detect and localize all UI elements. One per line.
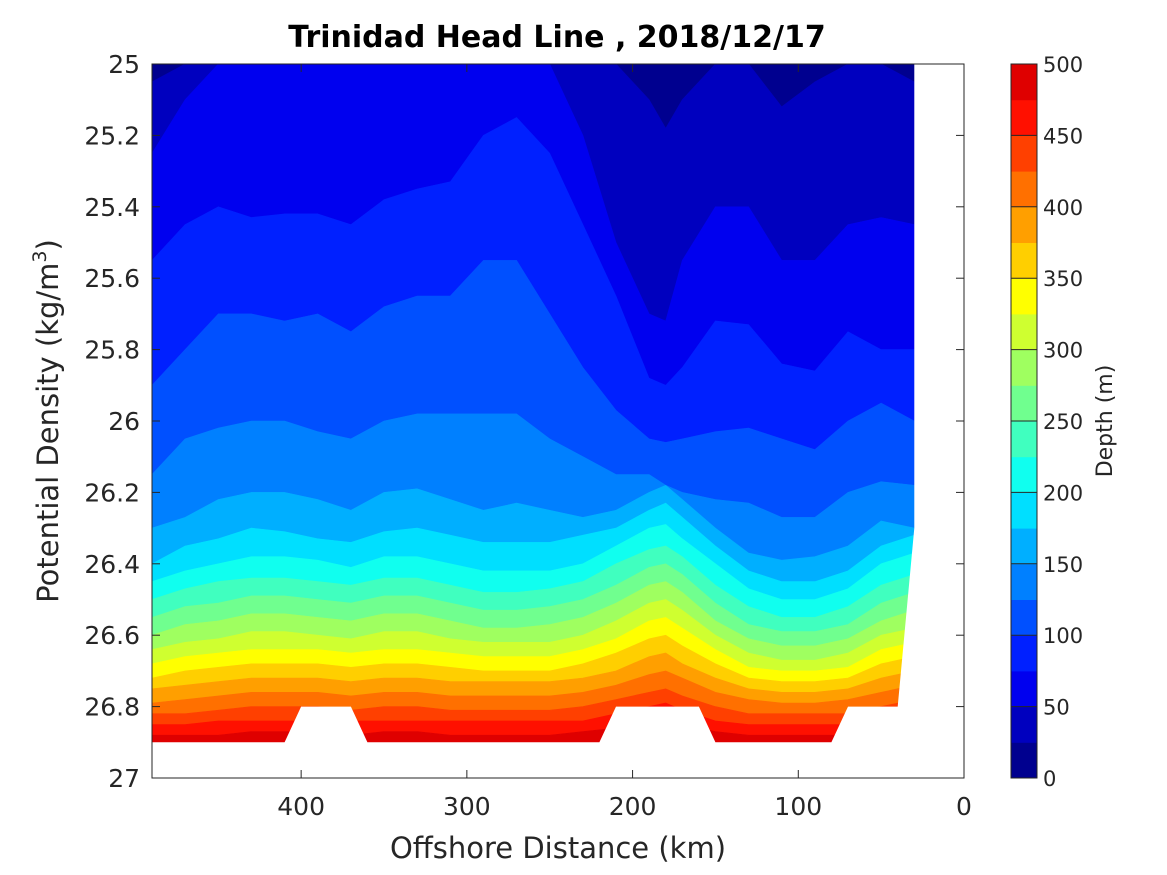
colorbar-tick-label: 450 [1043,124,1083,148]
x-tick-label: 400 [277,792,325,821]
colorbar-tick-label: 200 [1043,481,1083,505]
colorbar-swatch-11 [1011,349,1037,386]
y-tick-label: 25.4 [84,193,140,222]
colorbar-ticks: 0 50 100 150 200 250 300 350 400 450 500 [1011,53,1083,791]
y-tick-label: 26.4 [84,550,140,579]
y-tick-label: 25.6 [84,264,140,293]
colorbar-tick-label: 100 [1043,624,1083,648]
colorbar-swatch-6 [1011,528,1037,565]
plot-area [152,64,964,778]
colorbar-swatch-1 [1011,706,1037,743]
y-axis-label: Potential Density (kg/m3) [29,239,65,603]
colorbar-swatch-10 [1011,385,1037,422]
colorbar-swatch-2 [1011,670,1037,708]
colorbar-swatch-16 [1011,171,1037,208]
chart-title: Trinidad Head Line , 2018/12/17 [288,20,825,55]
colorbar-swatch-0 [1011,742,1037,779]
colorbar-tick-label: 350 [1043,267,1083,291]
y-tick-label: 27 [108,764,140,793]
colorbar-tick-label: 150 [1043,553,1083,577]
colorbar-swatch-13 [1011,278,1037,315]
y-tick-label: 26.8 [84,693,140,722]
colorbar-tick-label: 500 [1043,53,1083,77]
x-axis: 400 300 200 100 0 [277,64,972,821]
colorbar-swatch-9 [1011,421,1037,458]
x-tick-label: 0 [956,792,972,821]
colorbar-swatch-19 [1011,64,1037,101]
colorbar-tick-label: 50 [1043,696,1070,720]
colorbar [1011,64,1037,779]
depth-contour-bands [152,64,932,778]
colorbar-tick-label: 0 [1043,767,1056,791]
x-tick-label: 100 [774,792,822,821]
colorbar-swatch-12 [1011,313,1037,351]
colorbar-tick-label: 250 [1043,410,1083,434]
no-data-mask [152,64,964,778]
colorbar-swatch-14 [1011,242,1037,279]
colorbar-swatch-4 [1011,599,1037,636]
colorbar-swatch-17 [1011,135,1037,172]
colorbar-swatch-18 [1011,99,1037,136]
y-axis-label-close: ) [31,239,65,250]
colorbar-tick-label: 300 [1043,339,1083,363]
y-tick-label: 26.6 [84,621,140,650]
y-tick-label: 26 [108,407,140,436]
colorbar-swatch-8 [1011,456,1037,493]
y-axis: 25 25.2 25.4 25.6 25.8 26 26.2 26.4 26.6 26.8 27 [84,50,964,793]
colorbar-swatch-15 [1011,206,1037,243]
colorbar-label: Depth (m) [1093,365,1118,478]
y-tick-label: 25 [108,50,140,79]
no-data-region-0 [152,64,964,778]
y-tick-label: 25.2 [84,121,140,150]
x-axis-label: Offshore Distance (km) [390,831,726,865]
colorbar-swatch-3 [1011,635,1037,672]
colorbar-tick-label: 400 [1043,196,1083,220]
y-tick-label: 25.8 [84,336,140,365]
y-tick-label: 26.2 [84,478,140,507]
x-tick-label: 300 [443,792,491,821]
colorbar-swatch-5 [1011,563,1037,600]
colorbar-swatch-7 [1011,492,1037,529]
y-axis-label-superscript: 3 [29,250,51,262]
x-tick-label: 200 [609,792,657,821]
y-axis-label-main: Potential Density (kg/m [31,263,65,603]
